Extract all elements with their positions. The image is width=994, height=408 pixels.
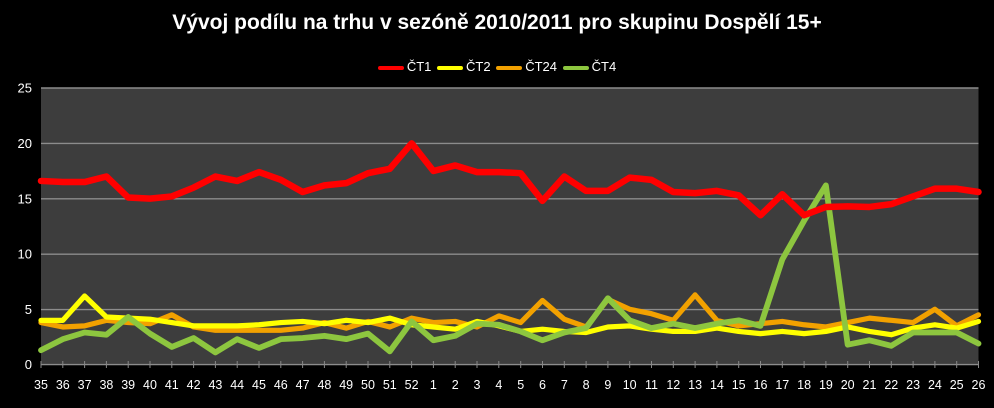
svg-text:15: 15	[18, 191, 32, 206]
svg-text:26: 26	[972, 378, 986, 392]
svg-text:41: 41	[165, 378, 179, 392]
svg-text:5: 5	[517, 378, 524, 392]
svg-text:43: 43	[208, 378, 222, 392]
svg-text:21: 21	[863, 378, 877, 392]
svg-text:45: 45	[252, 378, 266, 392]
svg-text:23: 23	[906, 378, 920, 392]
svg-text:22: 22	[884, 378, 898, 392]
svg-text:51: 51	[383, 378, 397, 392]
svg-text:50: 50	[361, 378, 375, 392]
svg-text:46: 46	[274, 378, 288, 392]
svg-text:20: 20	[841, 378, 855, 392]
svg-text:7: 7	[561, 378, 568, 392]
svg-text:36: 36	[56, 378, 70, 392]
svg-text:47: 47	[296, 378, 310, 392]
svg-text:13: 13	[688, 378, 702, 392]
svg-text:40: 40	[143, 378, 157, 392]
svg-text:12: 12	[666, 378, 680, 392]
svg-text:6: 6	[539, 378, 546, 392]
svg-text:1: 1	[430, 378, 437, 392]
svg-text:18: 18	[797, 378, 811, 392]
svg-text:42: 42	[187, 378, 201, 392]
svg-text:25: 25	[18, 81, 32, 96]
svg-text:15: 15	[732, 378, 746, 392]
svg-text:20: 20	[18, 136, 32, 151]
svg-text:49: 49	[339, 378, 353, 392]
svg-text:10: 10	[623, 378, 637, 392]
svg-text:8: 8	[583, 378, 590, 392]
svg-text:52: 52	[405, 378, 419, 392]
svg-text:48: 48	[317, 378, 331, 392]
svg-text:10: 10	[18, 247, 32, 262]
svg-text:5: 5	[25, 302, 32, 317]
svg-text:2: 2	[452, 378, 459, 392]
svg-text:39: 39	[121, 378, 135, 392]
svg-text:37: 37	[78, 378, 92, 392]
svg-text:4: 4	[495, 378, 502, 392]
svg-text:11: 11	[645, 378, 658, 392]
svg-text:44: 44	[230, 378, 244, 392]
svg-text:0: 0	[25, 357, 32, 372]
svg-text:17: 17	[775, 378, 789, 392]
svg-text:38: 38	[99, 378, 113, 392]
svg-text:25: 25	[950, 378, 964, 392]
svg-text:9: 9	[604, 378, 611, 392]
svg-text:14: 14	[710, 378, 724, 392]
svg-text:24: 24	[928, 378, 942, 392]
svg-text:16: 16	[754, 378, 768, 392]
svg-text:35: 35	[34, 378, 48, 392]
svg-text:3: 3	[474, 378, 481, 392]
svg-text:19: 19	[819, 378, 833, 392]
